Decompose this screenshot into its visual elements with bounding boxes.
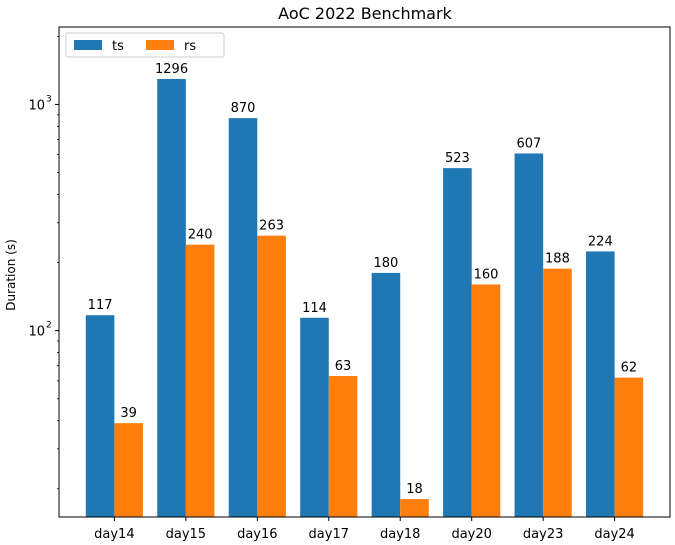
- bar-rs-day20: [471, 284, 501, 517]
- x-tick-label-day24: day24: [594, 527, 634, 542]
- legend-label-rs: rs: [184, 39, 196, 54]
- value-label-rs-day14: 39: [120, 406, 137, 421]
- x-tick-label-day20: day20: [451, 527, 491, 542]
- bar-ts-day14: [85, 315, 115, 517]
- legend: ts rs: [65, 32, 225, 58]
- y-tick-label-100: 10: [28, 325, 45, 340]
- value-label-ts-day16: 870: [231, 101, 256, 116]
- value-label-rs-day16: 263: [259, 219, 284, 234]
- legend-swatch-rs: [146, 40, 174, 50]
- bar-ts-day24: [586, 251, 615, 518]
- value-label-rs-day23: 188: [545, 252, 570, 267]
- y-axis-label: Duration (s): [4, 239, 18, 311]
- bar-rs-day18: [400, 499, 429, 517]
- value-label-ts-day23: 607: [516, 136, 541, 151]
- value-label-ts-day24: 224: [588, 234, 613, 249]
- value-label-ts-day18: 180: [374, 256, 399, 271]
- bar-rs-day24: [614, 377, 644, 517]
- bar-rs-day17: [328, 376, 358, 517]
- legend-label-ts: ts: [112, 39, 124, 54]
- legend-swatch-ts: [74, 40, 102, 50]
- bar-rs-day15: [185, 244, 215, 518]
- x-tick-label-day14: day14: [94, 527, 134, 542]
- x-tick-label-day17: day17: [309, 527, 349, 542]
- plot-frame: [58, 26, 671, 518]
- plot-area: 117 1296 870 114 180 523 607 224 39 240 263 63 18 160…: [85, 62, 644, 518]
- value-label-rs-day24: 62: [621, 361, 638, 376]
- chart-title: AoC 2022 Benchmark: [278, 4, 452, 23]
- bar-rs-day14: [114, 423, 143, 517]
- bar-ts-day16: [228, 118, 258, 517]
- bar-ts-day23: [514, 153, 544, 517]
- value-label-rs-day15: 240: [188, 228, 213, 243]
- bar-rs-day23: [543, 268, 572, 517]
- value-label-ts-day15: 1296: [155, 62, 188, 77]
- value-label-ts-day17: 114: [302, 301, 327, 316]
- bar-ts-day15: [157, 78, 186, 518]
- x-tick-label-day18: day18: [380, 527, 420, 542]
- bar-rs-day16: [257, 235, 286, 517]
- bar-ts-day20: [443, 168, 472, 517]
- value-label-rs-day20: 160: [474, 267, 499, 282]
- value-label-ts-day14: 117: [88, 298, 113, 313]
- y-tick-label-base: 10: [28, 325, 45, 340]
- x-tick-label-day16: day16: [237, 527, 277, 542]
- value-label-rs-day17: 63: [335, 359, 352, 374]
- y-tick-label-base: 10: [28, 98, 45, 113]
- axes: day14 day15 day16 day17 day18 day20 day23 day24…: [28, 35, 635, 542]
- value-label-ts-day20: 523: [445, 151, 470, 166]
- bar-ts-day17: [300, 317, 329, 517]
- bar-ts-day18: [371, 272, 401, 517]
- legend-frame: [65, 32, 225, 58]
- x-tick-label-day15: day15: [166, 527, 206, 542]
- value-label-rs-day18: 18: [406, 482, 423, 497]
- x-tick-label-day23: day23: [523, 527, 563, 542]
- y-tick-label-exponent-100: 2: [46, 321, 52, 331]
- y-tick-label-1000: 10: [28, 98, 45, 113]
- y-tick-label-exponent-1000: 3: [46, 94, 52, 104]
